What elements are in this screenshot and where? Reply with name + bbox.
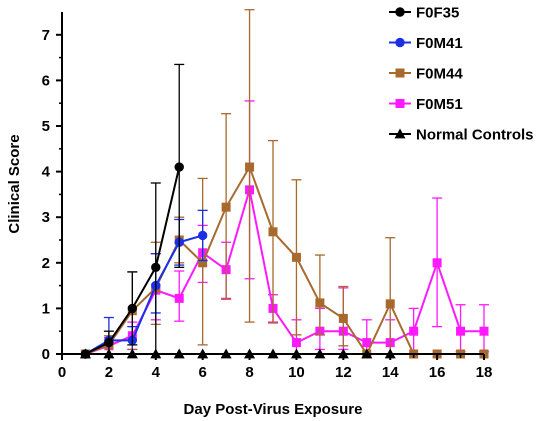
data-point	[409, 326, 419, 336]
legend-swatch-marker	[395, 7, 405, 17]
series-line	[84, 234, 203, 355]
y-tick-label: 4	[42, 164, 51, 181]
data-point	[362, 338, 372, 348]
y-axis-ticks: 0 1 2 3 4 5 6 7	[42, 27, 62, 363]
legend-item: Normal Controls	[389, 127, 534, 144]
data-point	[197, 230, 208, 241]
legend-item: F0F35	[389, 5, 459, 22]
y-tick-label: 3	[42, 209, 50, 226]
data-point	[151, 262, 161, 273]
legend-label: F0M41	[416, 35, 463, 52]
data-point	[432, 258, 442, 268]
data-point	[174, 293, 184, 303]
legend-swatch-marker	[395, 68, 405, 78]
data-point	[338, 313, 348, 323]
legend-swatch-marker	[395, 37, 405, 48]
data-point	[104, 337, 114, 348]
series-f0m44	[80, 9, 489, 359]
legend-label: F0F35	[416, 5, 459, 22]
x-tick-label: 8	[245, 364, 253, 381]
data-point	[198, 258, 208, 268]
y-tick-label: 6	[42, 72, 50, 89]
data-point	[174, 162, 184, 172]
legend-swatch-marker	[394, 128, 406, 139]
series-line	[85, 189, 484, 355]
legend-item: F0M41	[389, 35, 463, 52]
legend-label: F0M44	[416, 66, 463, 83]
data-point	[291, 338, 301, 348]
series-f0m41	[80, 209, 208, 359]
plot-area	[79, 9, 489, 359]
legend-item: F0M51	[389, 96, 463, 113]
y-tick-label: 0	[42, 346, 50, 363]
x-tick-label: 10	[288, 364, 305, 381]
data-point	[456, 326, 466, 336]
x-tick-label: 16	[429, 364, 446, 381]
y-tick-label: 7	[42, 27, 50, 44]
x-tick-label: 14	[382, 364, 399, 381]
y-tick-label: 2	[42, 255, 50, 272]
x-axis-title: Day Post-Virus Exposure	[184, 401, 363, 418]
x-axis-ticks: 0 2 4 6 8 10 12 14 16 18	[58, 354, 493, 381]
y-axis-title: Clinical Score	[6, 134, 23, 233]
x-tick-label: 12	[335, 364, 352, 381]
x-tick-label: 4	[152, 364, 161, 381]
x-tick-label: 18	[476, 364, 493, 381]
data-point	[245, 162, 255, 172]
x-tick-label: 0	[58, 364, 66, 381]
data-point	[385, 299, 395, 309]
data-point	[221, 202, 231, 212]
data-point	[268, 227, 278, 237]
y-tick-label: 1	[42, 300, 50, 317]
x-tick-label: 6	[198, 364, 206, 381]
x-tick-label: 2	[105, 364, 113, 381]
series-f0f35	[80, 63, 185, 359]
data-point	[291, 252, 301, 262]
legend-item: F0M44	[389, 66, 463, 83]
legend-label: Normal Controls	[416, 127, 534, 144]
legend-swatch-marker	[395, 99, 405, 108]
data-point	[479, 326, 489, 336]
data-point	[127, 303, 138, 314]
data-point	[315, 298, 325, 308]
legend: F0F35 F0M41 F0M44 F0M51 Normal Controls	[389, 5, 534, 144]
y-tick-label: 5	[42, 118, 50, 135]
legend-label: F0M51	[416, 96, 463, 113]
